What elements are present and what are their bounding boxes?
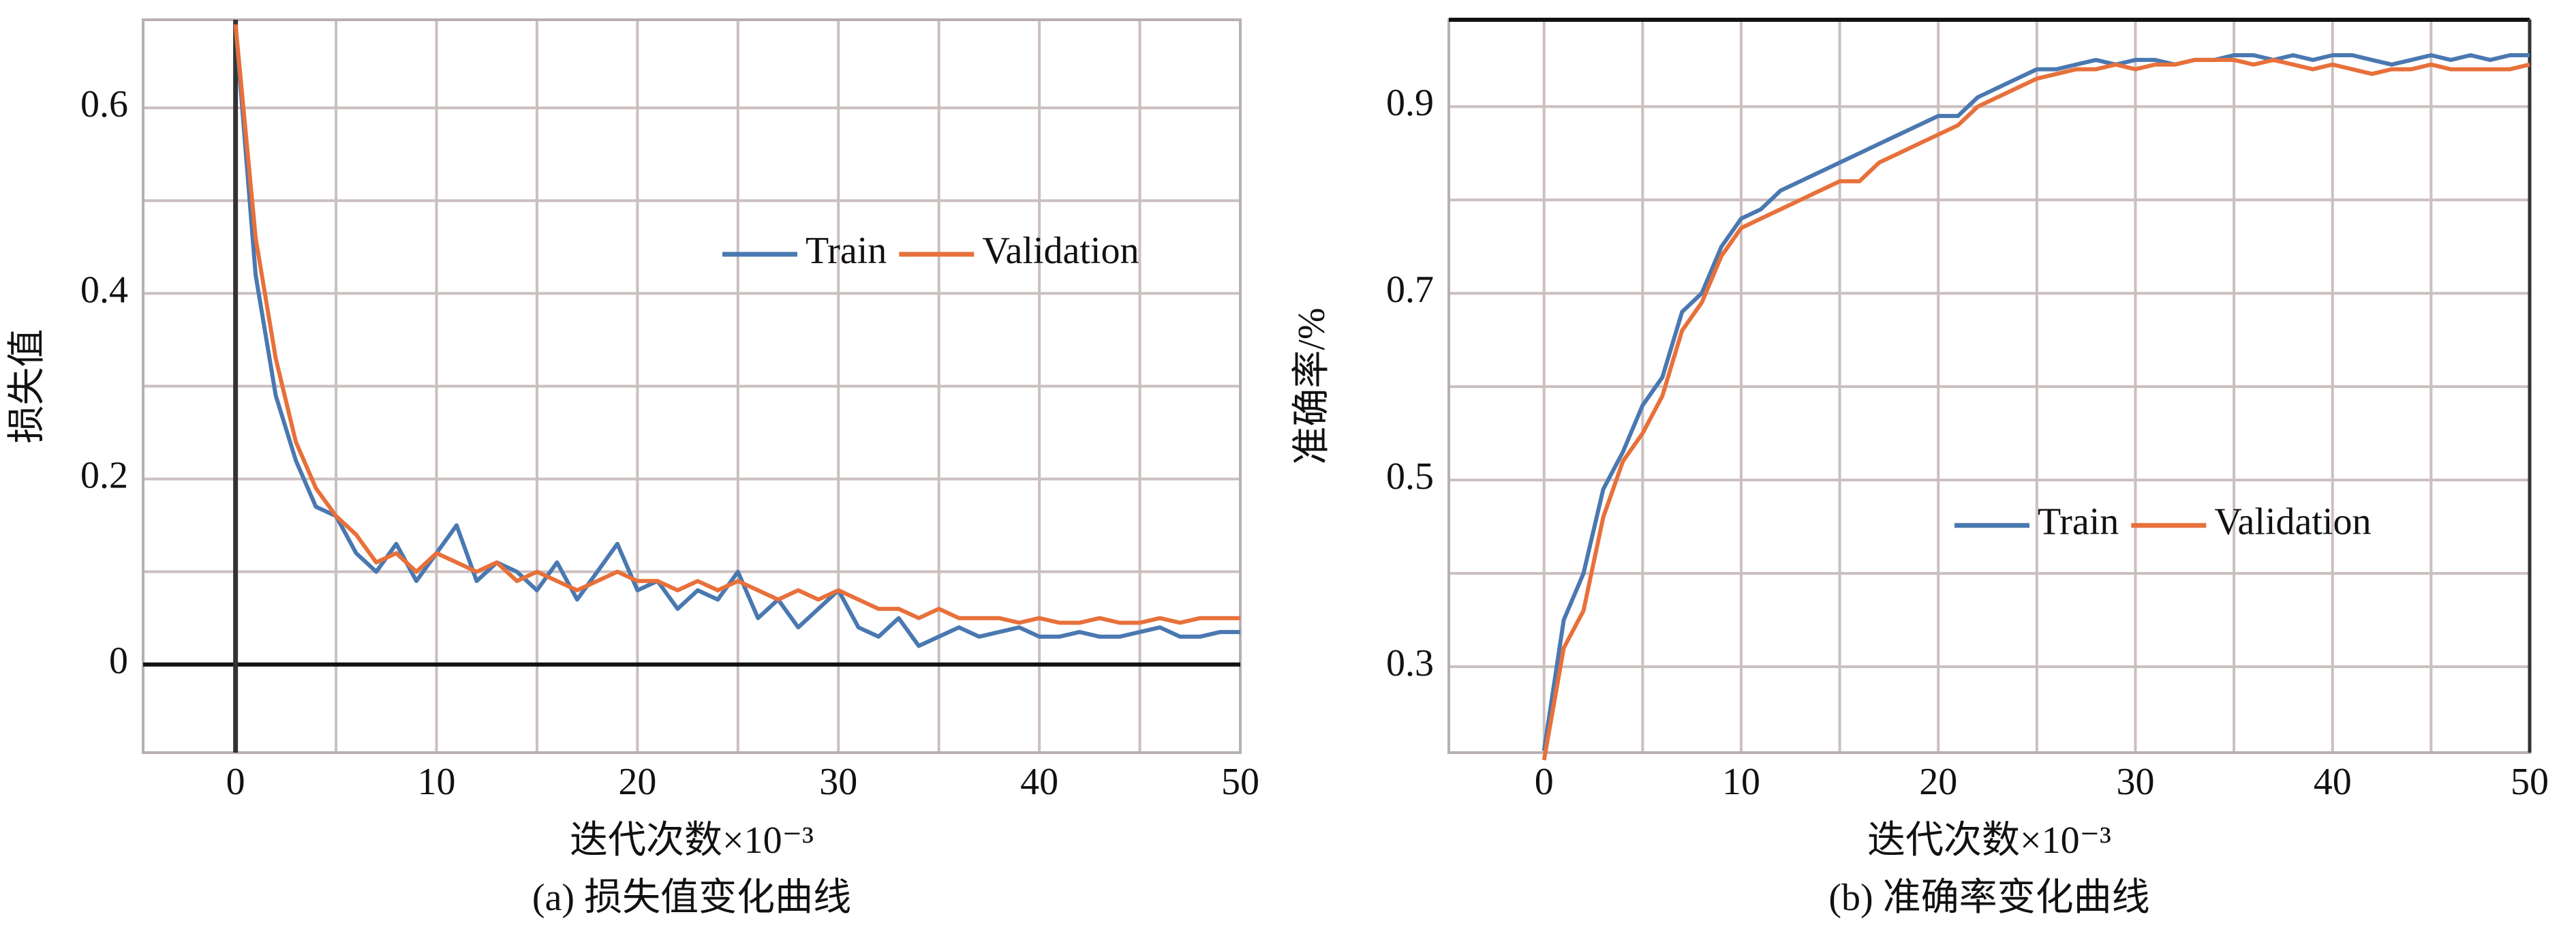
- x-axis-label: 迭代次数×10⁻³: [1867, 819, 2111, 862]
- x-tick-label: 30: [2116, 761, 2154, 803]
- x-tick-label: 50: [1221, 761, 1259, 803]
- legend-label: Train: [806, 230, 887, 272]
- x-tick-label: 50: [2511, 761, 2549, 803]
- x-axis-label: 迭代次数×10⁻³: [570, 819, 814, 862]
- x-tick-label: 40: [2314, 761, 2352, 803]
- y-tick-label: 0.9: [1386, 82, 1434, 124]
- x-tick-label: 20: [1919, 761, 1957, 803]
- y-tick-label: 0.5: [1386, 455, 1434, 498]
- series-line: [1542, 57, 2530, 761]
- x-tick-label: 30: [819, 761, 857, 803]
- series-line: [233, 24, 1240, 648]
- x-tick-label: 40: [1020, 761, 1058, 803]
- legend-label: Train: [2038, 501, 2119, 543]
- y-tick-label: 0.4: [80, 269, 128, 311]
- y-tick-label: 0.7: [1386, 269, 1434, 311]
- x-tick-label: 0: [1535, 761, 1554, 803]
- caption: (a) 损失值变化曲线: [532, 877, 851, 919]
- plot-border: [142, 18, 1242, 754]
- x-tick-label: 10: [1722, 761, 1760, 803]
- series-line: [1542, 53, 2530, 751]
- caption: (b) 准确率变化曲线: [1828, 877, 2149, 919]
- y-tick-label: 0.3: [1386, 642, 1434, 684]
- x-tick-label: 20: [618, 761, 656, 803]
- y-tick-label: 0.6: [80, 83, 128, 125]
- legend-label: Validation: [982, 230, 1139, 272]
- y-axis-label: 准确率/%: [1291, 307, 1333, 464]
- y-axis-label: 损失值: [6, 329, 48, 444]
- y-tick-label: 0: [109, 640, 128, 682]
- y-tick-label: 0.2: [80, 454, 128, 496]
- legend-label: Validation: [2214, 501, 2371, 543]
- x-tick-label: 10: [418, 761, 456, 803]
- series-line: [233, 24, 1240, 625]
- x-tick-label: 0: [226, 761, 245, 803]
